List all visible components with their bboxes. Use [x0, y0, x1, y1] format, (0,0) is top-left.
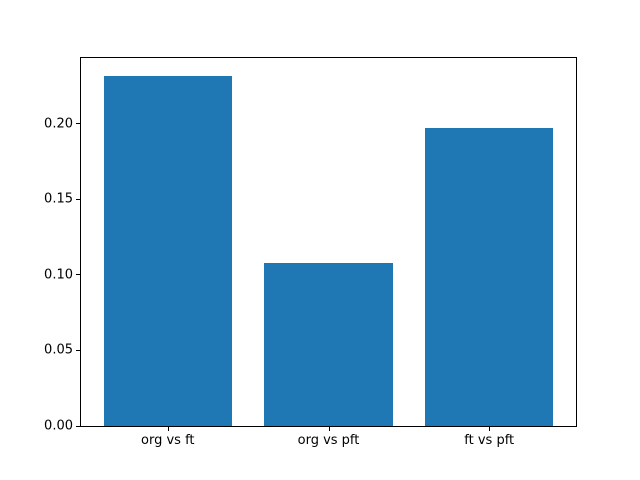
y-tick-mark — [76, 198, 80, 200]
x-tick-mark — [167, 427, 169, 431]
bar-org-vs-ft — [103, 75, 233, 426]
y-tick-mark — [76, 123, 80, 125]
y-tick-mark — [76, 425, 80, 427]
x-tick-mark — [489, 427, 491, 431]
bar-org-vs-pft — [264, 262, 393, 426]
y-tick-label: 0.00 — [44, 418, 73, 434]
plot-area: 0.00 0.05 0.10 0.15 0.20 org vs ft org vs pft… — [44, 57, 577, 448]
bar-ft-vs-pft — [424, 128, 554, 426]
y-tick-label: 0.15 — [44, 191, 73, 207]
y-tick-mark — [76, 349, 80, 351]
y-tick-label: 0.05 — [44, 342, 73, 358]
y-tick-label: 0.20 — [44, 116, 73, 132]
y-tick-mark — [76, 274, 80, 276]
x-tick-label: org vs pft — [297, 433, 360, 448]
y-tick-label: 0.10 — [44, 267, 73, 283]
x-tick-label: ft vs pft — [464, 433, 515, 448]
x-tick-label: org vs ft — [141, 433, 195, 448]
x-tick-mark — [328, 427, 330, 431]
